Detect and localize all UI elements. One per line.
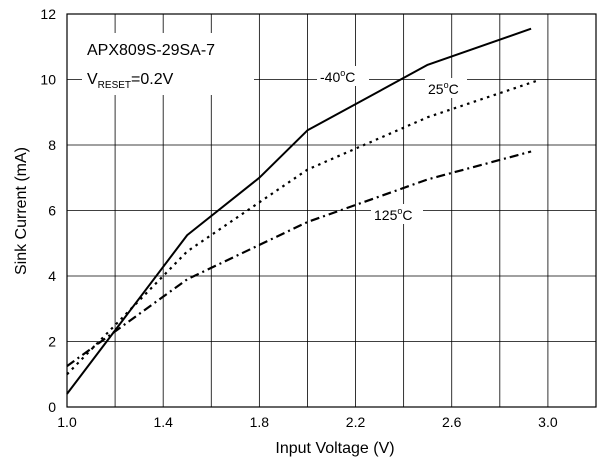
series-label-background bbox=[371, 204, 423, 224]
x-tick-label: 1.0 bbox=[57, 414, 77, 430]
y-tick-label: 6 bbox=[48, 203, 56, 219]
annotation-box: APX809S-29SA-7 VRESET=0.2V bbox=[82, 33, 254, 95]
y-tick-label: 12 bbox=[40, 6, 56, 22]
degree-sign: o bbox=[340, 68, 345, 78]
x-tick-label: 3.0 bbox=[538, 414, 558, 430]
annotation-background bbox=[82, 33, 254, 95]
vreset-label: VRESET=0.2V bbox=[87, 71, 174, 91]
x-tick-label: 2.2 bbox=[346, 414, 366, 430]
vreset-main: V bbox=[87, 71, 98, 88]
x-tick-label: 1.8 bbox=[250, 414, 270, 430]
y-tick-label: 0 bbox=[48, 399, 56, 415]
vreset-subscript: RESET bbox=[98, 80, 131, 91]
y-tick-label: 2 bbox=[48, 334, 56, 350]
series-label-unit: C bbox=[449, 81, 459, 97]
series-line-2 bbox=[66, 150, 532, 367]
series-label-unit: C bbox=[402, 207, 412, 223]
series-label: 125oC bbox=[374, 206, 413, 223]
series-label-value: 125 bbox=[374, 207, 398, 223]
series-label-background bbox=[317, 66, 369, 86]
series-label-value: 25 bbox=[428, 81, 444, 97]
x-tick-label: 1.4 bbox=[153, 414, 173, 430]
series-line-1 bbox=[66, 80, 537, 376]
y-tick-label: 8 bbox=[48, 137, 56, 153]
series-label: 25oC bbox=[428, 80, 459, 97]
plot-frame bbox=[66, 13, 597, 408]
series-group bbox=[66, 27, 537, 395]
series-label-unit: C bbox=[345, 69, 355, 85]
y-tick-label: 10 bbox=[40, 72, 56, 88]
x-axis-label: Input Voltage (V) bbox=[275, 440, 394, 457]
tick-labels: 1.0 1.4 1.8 2.2 2.6 3.0 0 2 4 6 8 10 12 bbox=[40, 6, 557, 430]
y-tick-label: 4 bbox=[48, 268, 56, 284]
series-label-value: -40 bbox=[320, 69, 340, 85]
y-axis-label: Sink Current (mA) bbox=[13, 147, 30, 275]
degree-sign: o bbox=[444, 80, 449, 90]
series-label: -40oC bbox=[320, 68, 355, 85]
vreset-value: =0.2V bbox=[131, 71, 174, 88]
part-number-label: APX809S-29SA-7 bbox=[87, 42, 215, 59]
degree-sign: o bbox=[397, 206, 402, 216]
series-line-0 bbox=[66, 27, 532, 395]
series-label-background bbox=[425, 78, 467, 98]
x-tick-label: 2.6 bbox=[442, 414, 462, 430]
